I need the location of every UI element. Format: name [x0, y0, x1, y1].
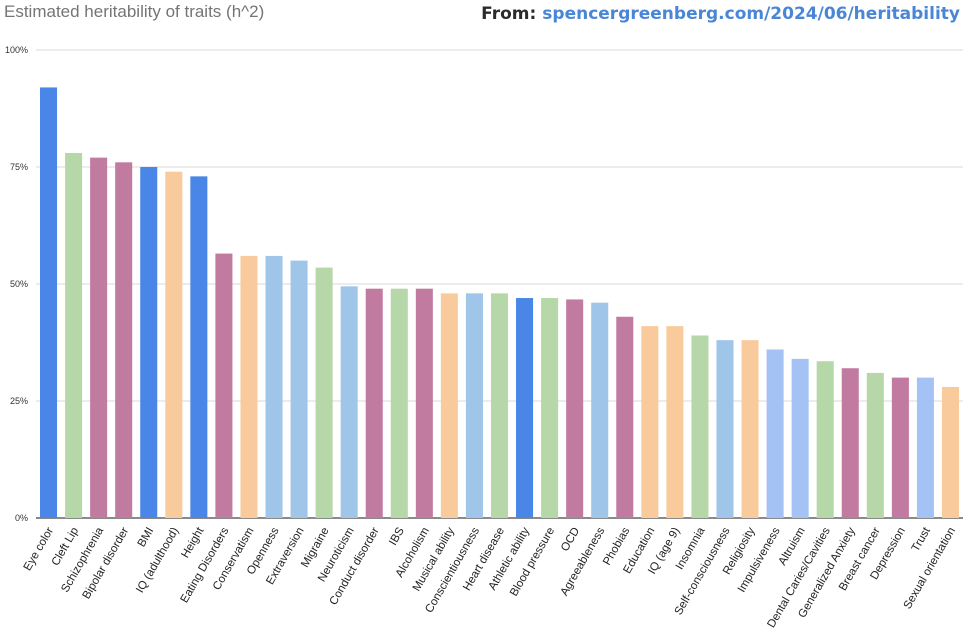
chart-title: Estimated heritability of traits (h^2) — [4, 2, 265, 21]
bar — [516, 298, 534, 518]
bar — [566, 299, 584, 518]
bar — [190, 176, 208, 519]
x-tick-label: Eye color — [22, 525, 56, 573]
bar — [40, 87, 58, 518]
bar — [415, 288, 433, 518]
bar — [891, 377, 909, 518]
bar — [490, 293, 509, 518]
x-tick-label: Trust — [910, 525, 934, 554]
x-tick-label: BMI — [136, 526, 157, 550]
bar — [465, 293, 483, 518]
bar — [691, 335, 709, 518]
y-tick-label: 75% — [10, 162, 28, 172]
bar — [340, 286, 358, 518]
x-tick-label: Sexual orientation — [902, 525, 958, 611]
bar — [90, 157, 108, 518]
bar — [716, 340, 734, 518]
y-tick-label: 25% — [10, 396, 28, 406]
y-tick-label: 50% — [10, 279, 28, 289]
bar — [816, 361, 834, 518]
bar — [290, 260, 308, 518]
bar — [390, 288, 408, 518]
bar — [215, 253, 233, 518]
bar — [766, 349, 784, 518]
bar — [240, 255, 258, 519]
bar — [165, 171, 183, 518]
bar — [315, 267, 333, 518]
source-prefix: From: — [481, 4, 537, 24]
bar — [440, 293, 458, 518]
source-link[interactable]: spencergreenberg.com/2024/06/heritabilit… — [542, 4, 960, 24]
y-tick-label: 0% — [15, 513, 28, 523]
bar — [941, 386, 959, 518]
bar — [541, 298, 559, 518]
bar — [841, 368, 859, 518]
x-tick-label: OCD — [559, 526, 582, 554]
bar — [666, 326, 684, 518]
bar — [641, 326, 659, 518]
bar — [265, 255, 283, 519]
source-attribution: From: spencergreenberg.com/2024/06/herita… — [481, 4, 960, 24]
bar — [916, 377, 934, 518]
x-tick-label: IBS — [387, 525, 407, 547]
bar — [365, 288, 383, 518]
y-tick-label: 100% — [5, 45, 28, 55]
bar — [616, 316, 634, 518]
bar — [791, 358, 809, 518]
bar — [741, 340, 759, 518]
bar — [140, 167, 158, 518]
bar — [65, 152, 83, 518]
bar — [115, 162, 133, 518]
bar — [591, 302, 609, 518]
x-tick-label: Height — [179, 525, 206, 560]
bar — [866, 372, 884, 518]
